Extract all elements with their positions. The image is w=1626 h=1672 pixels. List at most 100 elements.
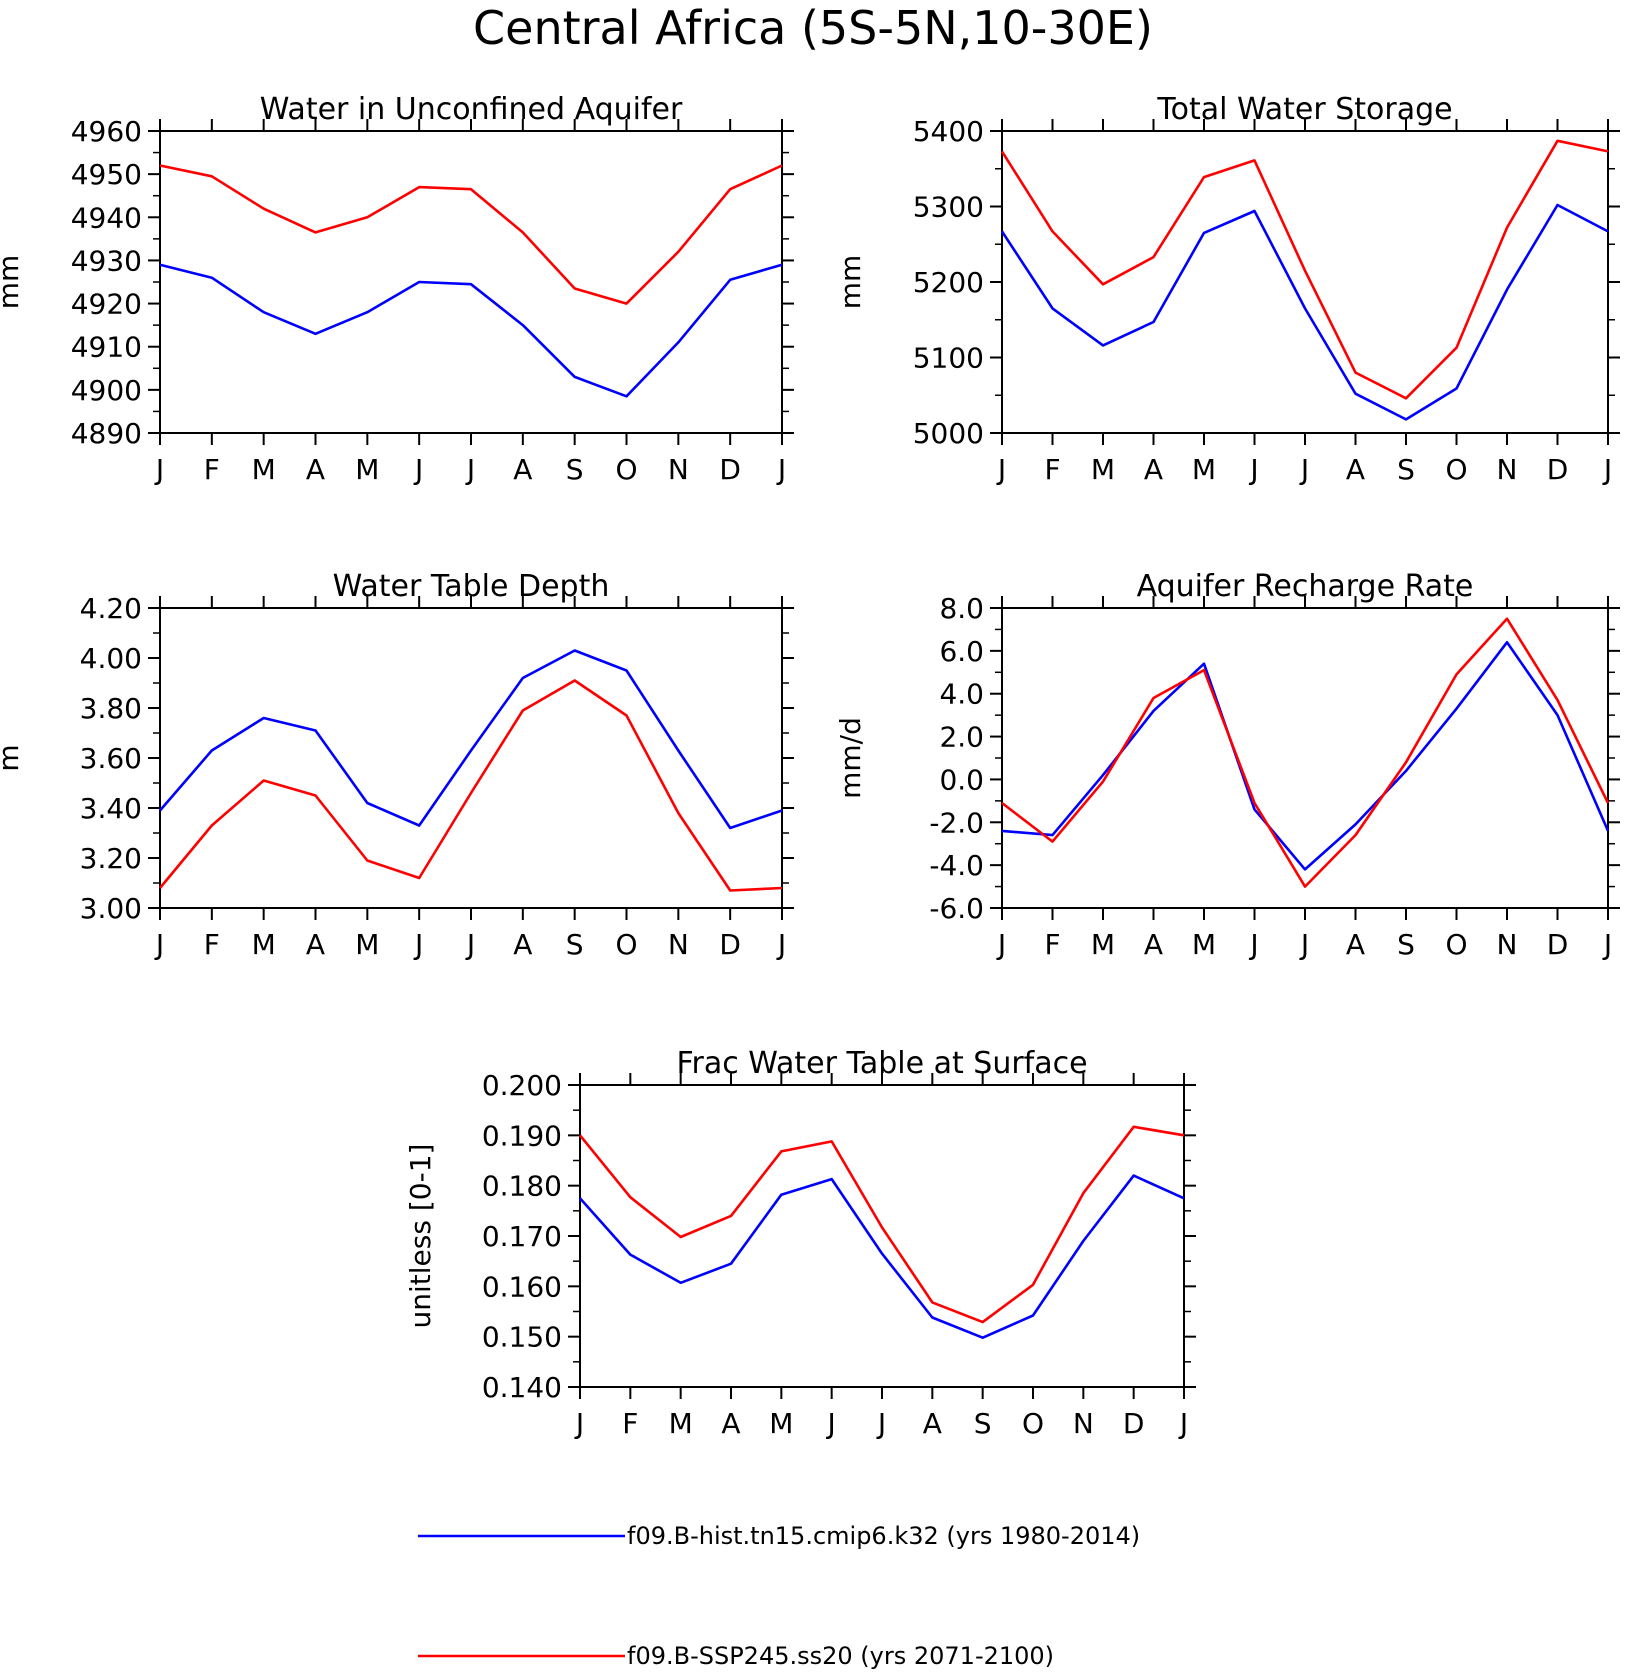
- x-tick-label: D: [1547, 928, 1569, 961]
- y-tick-label: 4940: [71, 201, 142, 234]
- x-tick-label: O: [1445, 928, 1467, 961]
- x-tick-label: J: [1299, 453, 1309, 486]
- x-tick-label: M: [1192, 928, 1216, 961]
- x-tick-label: J: [1299, 928, 1309, 961]
- y-tick-label: 0.140: [482, 1371, 562, 1404]
- x-tick-label: F: [204, 928, 220, 961]
- y-tick-label: 6.0: [939, 635, 984, 668]
- y-tick-label: 5300: [913, 191, 984, 224]
- x-tick-label: S: [1397, 453, 1415, 486]
- x-tick-label: J: [413, 928, 423, 961]
- x-tick-label: S: [1397, 928, 1415, 961]
- legend-label-hist: f09.B-hist.tn15.cmip6.k32 (yrs 1980-2014…: [627, 1522, 1140, 1550]
- x-tick-label: A: [306, 453, 325, 486]
- y-tick-label: 0.160: [482, 1270, 562, 1303]
- x-tick-label: F: [1044, 928, 1060, 961]
- legend: f09.B-hist.tn15.cmip6.k32 (yrs 1980-2014…: [418, 1522, 1140, 1670]
- y-tick-label: -4.0: [929, 849, 984, 882]
- plot-frame: [579, 1084, 1185, 1388]
- y-tick-label: 0.150: [482, 1321, 562, 1354]
- series-line-ssp: [159, 164, 783, 305]
- y-tick-label: -2.0: [929, 806, 984, 839]
- x-tick-label: O: [1445, 453, 1467, 486]
- series-line-hist: [1000, 203, 1609, 421]
- series-line-ssp: [1001, 617, 1610, 888]
- x-tick-label: M: [252, 928, 276, 961]
- x-tick-label: A: [1144, 453, 1163, 486]
- x-tick-label: M: [355, 453, 379, 486]
- series-line-ssp: [578, 1125, 1185, 1324]
- x-tick-label: S: [974, 1407, 992, 1440]
- x-tick-label: A: [721, 1407, 740, 1440]
- x-tick-label: F: [622, 1407, 638, 1440]
- legend-entry-hist: f09.B-hist.tn15.cmip6.k32 (yrs 1980-2014…: [418, 1522, 1140, 1550]
- series-line-hist: [1001, 640, 1610, 871]
- legend-label-ssp: f09.B-SSP245.ss20 (yrs 2071-2100): [627, 1642, 1054, 1670]
- x-tick-label: J: [154, 453, 164, 486]
- y-axis-label: mm: [0, 255, 25, 310]
- x-tick-label: J: [1248, 928, 1258, 961]
- y-tick-label: 2.0: [939, 721, 984, 754]
- plot-frame: [1001, 130, 1609, 434]
- series-line-ssp: [158, 679, 783, 892]
- y-tick-label: 5100: [913, 342, 984, 375]
- x-tick-label: S: [566, 453, 584, 486]
- x-tick-label: A: [513, 928, 532, 961]
- y-tick-label: 4960: [71, 115, 142, 148]
- x-tick-label: J: [154, 928, 164, 961]
- x-tick-label: S: [566, 928, 584, 961]
- y-tick-label: 0.200: [482, 1069, 562, 1102]
- series-line-hist: [159, 649, 783, 830]
- x-tick-label: N: [1497, 453, 1518, 486]
- y-tick-label: 5400: [913, 115, 984, 148]
- x-tick-label: D: [1123, 1407, 1145, 1440]
- y-tick-label: 3.40: [80, 792, 142, 825]
- x-tick-label: N: [1073, 1407, 1094, 1440]
- legend-entry-ssp: f09.B-SSP245.ss20 (yrs 2071-2100): [418, 1642, 1054, 1670]
- x-tick-label: O: [615, 928, 637, 961]
- y-tick-label: 4900: [71, 374, 142, 407]
- x-tick-label: A: [1144, 928, 1163, 961]
- y-axis-label: mm: [834, 255, 867, 310]
- x-tick-label: J: [1602, 928, 1612, 961]
- x-tick-label: J: [776, 453, 786, 486]
- x-tick-label: J: [1248, 453, 1258, 486]
- y-tick-label: 4.20: [80, 592, 142, 625]
- y-tick-label: 5200: [913, 266, 984, 299]
- series-line-ssp: [1000, 139, 1609, 400]
- x-tick-label: F: [204, 453, 220, 486]
- x-tick-label: M: [769, 1407, 793, 1440]
- y-tick-label: 4.0: [939, 678, 984, 711]
- x-tick-label: A: [923, 1407, 942, 1440]
- x-tick-label: M: [252, 453, 276, 486]
- x-tick-label: A: [1346, 453, 1365, 486]
- x-tick-label: J: [465, 453, 475, 486]
- y-tick-label: 4950: [71, 158, 142, 191]
- x-tick-label: F: [1044, 453, 1060, 486]
- series-line-hist: [159, 263, 783, 398]
- y-tick-label: -6.0: [929, 892, 984, 925]
- x-tick-label: N: [1497, 928, 1518, 961]
- y-axis-label: mm/d: [834, 717, 867, 799]
- x-tick-label: J: [413, 453, 423, 486]
- x-tick-label: O: [615, 453, 637, 486]
- y-tick-label: 0.190: [482, 1119, 562, 1152]
- x-tick-label: A: [513, 453, 532, 486]
- x-tick-label: M: [1091, 928, 1115, 961]
- y-tick-label: 4.00: [80, 642, 142, 675]
- y-tick-label: 0.180: [482, 1170, 562, 1203]
- x-tick-label: N: [668, 453, 689, 486]
- plot-frame: [1001, 607, 1609, 909]
- x-tick-label: D: [1547, 453, 1569, 486]
- x-tick-label: M: [355, 928, 379, 961]
- x-tick-label: M: [1091, 453, 1115, 486]
- y-tick-label: 3.80: [80, 692, 142, 725]
- y-tick-label: 0.170: [482, 1220, 562, 1253]
- x-tick-label: J: [996, 928, 1006, 961]
- x-tick-label: N: [668, 928, 689, 961]
